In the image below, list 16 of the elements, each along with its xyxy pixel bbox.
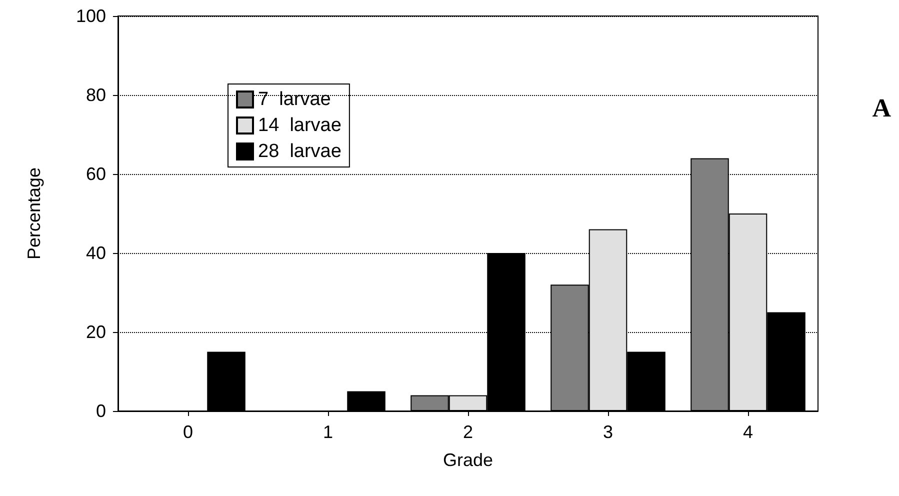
x-tick-label: 1 bbox=[322, 422, 334, 442]
y-tick-label: 0 bbox=[96, 401, 106, 421]
text: A bbox=[872, 94, 892, 122]
y-axis-title: Percentage bbox=[24, 167, 44, 260]
x-tick-label: 0 bbox=[182, 422, 194, 442]
y-tick-label: 40 bbox=[86, 243, 106, 263]
x-tick-label: 3 bbox=[602, 422, 614, 442]
y-tick-label: 100 bbox=[76, 6, 106, 26]
x-axis-title: Grade bbox=[442, 450, 494, 470]
legend-label: 14 larvae bbox=[258, 115, 342, 136]
y-tick-label: 60 bbox=[86, 164, 106, 184]
x-tick-label: 2 bbox=[462, 422, 474, 442]
x-tick-label: 4 bbox=[742, 422, 754, 442]
y-tick-label: 20 bbox=[86, 322, 106, 342]
legend-label: 28 larvae bbox=[258, 141, 342, 162]
y-tick-label: 80 bbox=[86, 85, 106, 105]
